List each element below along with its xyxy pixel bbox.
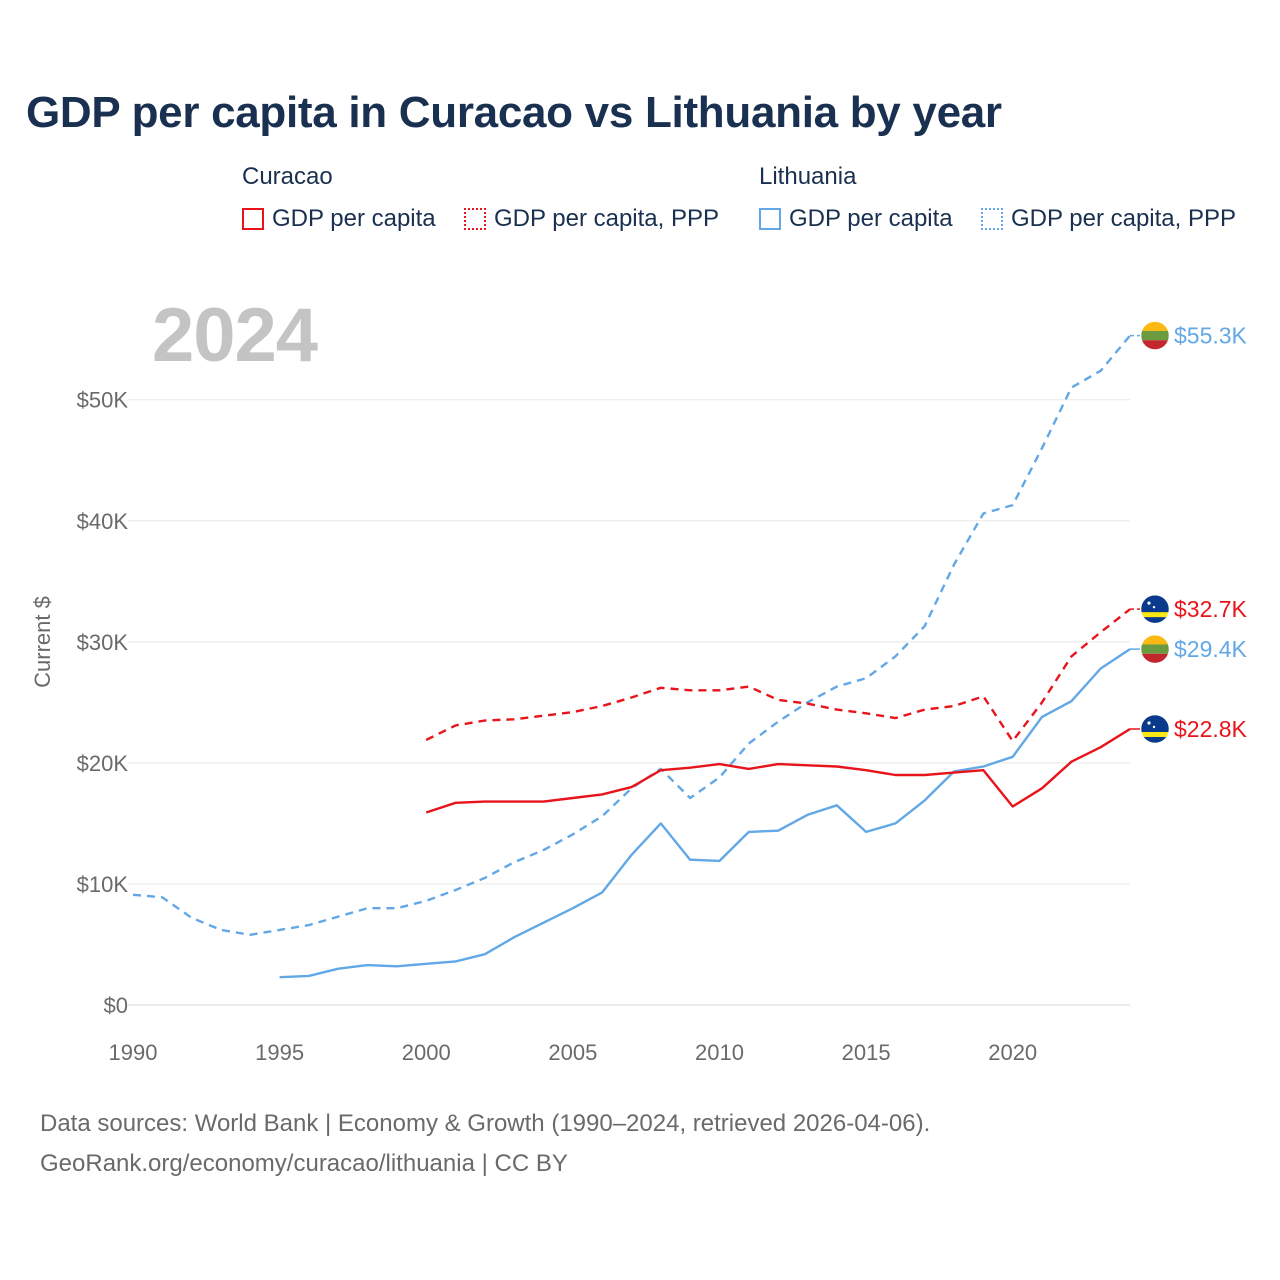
y-tick-label: $50K [77,388,129,413]
legend-swatch-solid-blue [759,208,781,230]
legend-item-lithuania-gdp-ppp[interactable]: GDP per capita, PPP [981,205,1236,233]
legend-swatch-solid-red [242,208,264,230]
curacao-flag-icon [1140,714,1170,744]
footer-link[interactable]: GeoRank.org/economy/curacao/lithuania | … [40,1150,568,1177]
legend-swatch-dotted-blue [981,208,1003,230]
legend-item-lithuania-gdp[interactable]: GDP per capita [759,205,953,233]
legend-swatch-dotted-red [464,208,486,230]
end-value-label: $22.8K [1174,716,1248,742]
x-tick-label: 2015 [842,1040,891,1065]
chart-title: GDP per capita in Curacao vs Lithuania b… [26,88,1002,137]
x-tick-label: 2020 [988,1040,1037,1065]
legend-group-lithuania: Lithuania [759,163,857,190]
legend-item-curacao-gdp-ppp[interactable]: GDP per capita, PPP [464,205,719,233]
legend-group-curacao: Curacao [242,163,333,190]
y-tick-label: $10K [77,872,129,897]
x-tick-label: 2010 [695,1040,744,1065]
x-tick-label: 2005 [548,1040,597,1065]
x-tick-label: 1995 [255,1040,304,1065]
x-tick-label: 1990 [109,1040,158,1065]
y-tick-label: $40K [77,509,129,534]
series-line [425,727,1131,814]
legend-label: GDP per capita, PPP [1011,205,1236,232]
curacao-flag-icon [1140,594,1170,624]
y-axis-title: Current $ [30,596,55,688]
y-tick-label: $0 [104,993,128,1018]
series-line [279,648,1131,979]
end-value-label: $29.4K [1174,636,1248,662]
end-value-label: $32.7K [1174,596,1248,622]
footer: Data sources: World Bank | Economy & Gro… [40,1104,930,1184]
lithuania-flag-icon [1140,634,1170,664]
year-watermark: 2024 [152,293,318,378]
series-line [132,334,1131,936]
end-value-label: $55.3K [1174,323,1248,349]
line-chart: $0 $10K $20K $30K $40K $50K 1990 1995 2000 2005 20… [30,321,1248,1065]
y-tick-label: $30K [77,630,129,655]
legend-label: GDP per capita, PPP [494,205,719,232]
series-line [425,608,1131,743]
footer-sources: Data sources: World Bank | Economy & Gro… [40,1110,931,1137]
lithuania-flag-icon [1140,321,1170,350]
legend-label: GDP per capita [272,205,436,232]
y-tick-label: $20K [77,751,129,776]
x-tick-label: 2000 [402,1040,451,1065]
legend-label: GDP per capita [789,205,953,232]
legend-item-curacao-gdp[interactable]: GDP per capita [242,205,436,233]
